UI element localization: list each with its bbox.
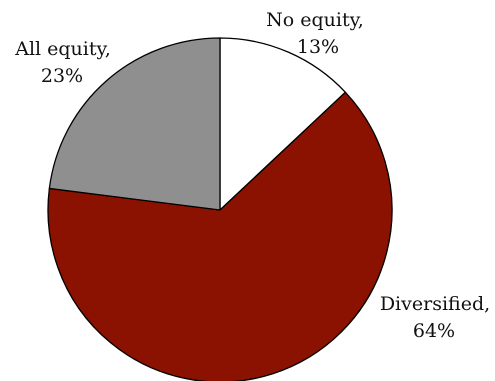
slice-label-no-equity-value: 13% xyxy=(297,36,339,58)
pie-slice-no-equity xyxy=(219,37,347,212)
slice-label-diversified-value: 64% xyxy=(413,320,455,342)
pie-slice-all-equity xyxy=(48,37,221,211)
slice-label-all-equity-value: 23% xyxy=(41,65,83,87)
pie-slice-diversified xyxy=(47,91,393,381)
slice-label-no-equity-name: No equity, xyxy=(266,9,364,31)
slice-label-diversified-name: Diversified, xyxy=(380,293,490,315)
pie-slices xyxy=(47,37,393,381)
slice-label-all-equity-name: All equity, xyxy=(14,38,111,60)
